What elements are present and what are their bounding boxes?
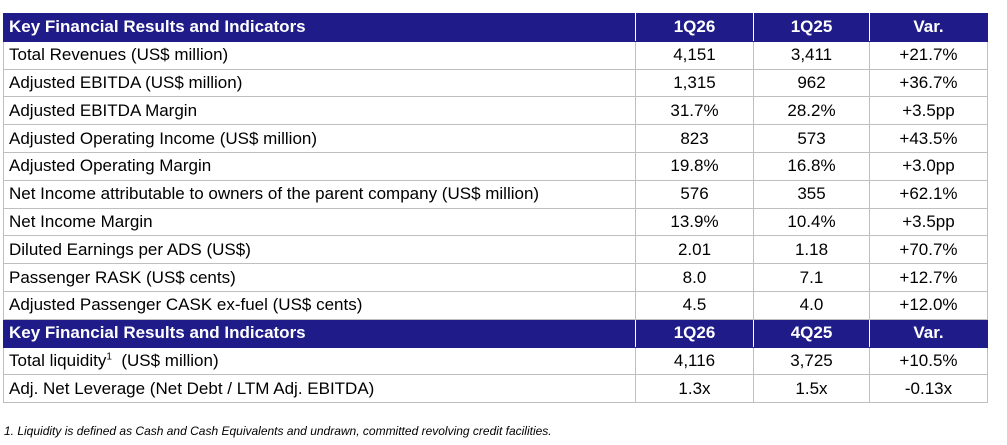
section1-header-row: Key Financial Results and Indicators 1Q2… [3,13,988,42]
row-variation: +43.5% [869,124,988,153]
row-value-prior: 3,411 [753,40,870,70]
footnote: 1. Liquidity is defined as Cash and Cash… [4,424,552,438]
table-row: Passenger RASK (US$ cents) 8.0 7.1 +12.7% [3,263,988,292]
row-label: Total liquidity1 (US$ million) [3,346,636,376]
row-value-current: 4,151 [635,40,754,70]
header-period-prior: 4Q25 [753,318,870,348]
row-variation: +3.0pp [869,151,988,181]
header-period-current: 1Q26 [635,13,754,42]
liquidity-label: Total liquidity [9,350,107,370]
table-row: Net Income Margin 13.9% 10.4% +3.5pp [3,207,988,237]
row-value-current: 2.01 [635,235,754,265]
row-variation: +62.1% [869,179,988,209]
table-row: Adjusted Passenger CASK ex-fuel (US$ cen… [3,290,988,320]
row-value-prior: 16.8% [753,151,870,181]
row-label: Adjusted EBITDA Margin [3,96,636,126]
row-label: Passenger RASK (US$ cents) [3,263,636,292]
row-label: Net Income Margin [3,207,636,237]
row-label: Total Revenues (US$ million) [3,40,636,70]
row-value-prior: 1.5x [753,374,870,404]
row-label: Adj. Net Leverage (Net Debt / LTM Adj. E… [3,374,636,404]
table-row: Net Income attributable to owners of the… [3,179,988,209]
table-row: Total Revenues (US$ million) 4,151 3,411 +2… [3,40,988,70]
table-row: Adj. Net Leverage (Net Debt / LTM Adj. E… [3,374,988,404]
row-value-current: 31.7% [635,96,754,126]
row-variation: -0.13x [869,374,988,404]
row-label: Adjusted Passenger CASK ex-fuel (US$ cen… [3,290,636,320]
table-row: Diluted Earnings per ADS (US$) 2.01 1.18 +7… [3,235,988,265]
row-value-prior: 573 [753,124,870,153]
row-variation: +70.7% [869,235,988,265]
section2-header-row: Key Financial Results and Indicators 1Q2… [3,318,988,348]
header-label: Key Financial Results and Indicators [3,13,636,42]
financial-results-table: Key Financial Results and Indicators 1Q2… [3,13,988,404]
row-variation: +12.7% [869,263,988,292]
row-value-current: 8.0 [635,263,754,292]
row-variation: +21.7% [869,40,988,70]
financial-results-body: Key Financial Results and Indicators 1Q2… [3,13,988,404]
header-label: Key Financial Results and Indicators [3,318,636,348]
row-value-current: 4.5 [635,290,754,320]
row-value-prior: 962 [753,68,870,98]
row-label: Adjusted Operating Income (US$ million) [3,124,636,153]
row-value-prior: 10.4% [753,207,870,237]
row-label: Diluted Earnings per ADS (US$) [3,235,636,265]
row-value-current: 4,116 [635,346,754,376]
row-value-prior: 7.1 [753,263,870,292]
row-label: Adjusted Operating Margin [3,151,636,181]
footnote-marker: 1 [106,351,112,363]
row-variation: +3.5pp [869,96,988,126]
row-variation: +36.7% [869,68,988,98]
row-variation: +10.5% [869,346,988,376]
liquidity-unit: (US$ million) [111,350,219,370]
row-value-current: 1,315 [635,68,754,98]
row-value-prior: 355 [753,179,870,209]
row-value-prior: 1.18 [753,235,870,265]
table-row: Adjusted Operating Margin 19.8% 16.8% +3.0p… [3,151,988,181]
row-value-current: 13.9% [635,207,754,237]
header-variation: Var. [869,318,988,348]
table-row: Adjusted EBITDA (US$ million) 1,315 962 +36… [3,68,988,98]
row-value-prior: 4.0 [753,290,870,320]
row-value-current: 823 [635,124,754,153]
row-label: Adjusted EBITDA (US$ million) [3,68,636,98]
header-period-current: 1Q26 [635,318,754,348]
header-period-prior: 1Q25 [753,13,870,42]
row-variation: +12.0% [869,290,988,320]
row-value-current: 1.3x [635,374,754,404]
table-row: Adjusted Operating Income (US$ million) 8… [3,124,988,153]
header-variation: Var. [869,13,988,42]
row-value-current: 576 [635,179,754,209]
table-row: Adjusted EBITDA Margin 31.7% 28.2% +3.5pp [3,96,988,126]
table-row: Total liquidity1 (US$ million) 4,116 3,7… [3,346,988,376]
row-value-prior: 3,725 [753,346,870,376]
row-variation: +3.5pp [869,207,988,237]
row-value-prior: 28.2% [753,96,870,126]
row-label: Net Income attributable to owners of the… [3,179,636,209]
row-value-current: 19.8% [635,151,754,181]
